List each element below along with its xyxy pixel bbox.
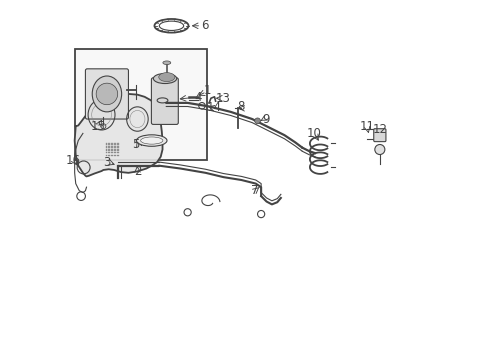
Ellipse shape xyxy=(159,73,175,82)
Bar xyxy=(111,146,113,148)
FancyBboxPatch shape xyxy=(151,78,178,125)
Bar xyxy=(117,143,119,145)
Bar xyxy=(105,143,107,145)
Bar xyxy=(105,149,107,150)
Bar xyxy=(108,149,110,150)
Text: 15: 15 xyxy=(91,120,105,133)
Text: 6: 6 xyxy=(201,19,209,32)
Bar xyxy=(105,154,107,156)
Ellipse shape xyxy=(141,137,163,144)
Bar xyxy=(117,154,119,156)
Text: 16: 16 xyxy=(65,154,80,167)
Ellipse shape xyxy=(92,76,122,112)
Bar xyxy=(117,146,119,148)
Text: 2: 2 xyxy=(134,165,141,177)
Text: 4: 4 xyxy=(194,91,201,104)
Text: 5: 5 xyxy=(132,138,139,150)
Bar xyxy=(108,146,110,148)
Ellipse shape xyxy=(163,61,171,64)
Circle shape xyxy=(255,118,260,124)
FancyBboxPatch shape xyxy=(85,69,128,119)
Bar xyxy=(108,143,110,145)
Text: 14: 14 xyxy=(207,101,222,114)
Bar xyxy=(114,152,116,153)
Bar xyxy=(111,149,113,150)
Bar xyxy=(117,149,119,150)
Text: 3: 3 xyxy=(103,156,111,168)
Text: 8: 8 xyxy=(237,100,245,113)
Bar xyxy=(114,154,116,156)
Text: 10: 10 xyxy=(307,127,322,140)
Text: 7: 7 xyxy=(251,184,259,197)
Bar xyxy=(105,152,107,153)
Bar xyxy=(111,143,113,145)
Bar xyxy=(111,154,113,156)
Ellipse shape xyxy=(137,135,167,146)
Bar xyxy=(114,143,116,145)
Text: 1: 1 xyxy=(204,84,211,97)
Bar xyxy=(108,152,110,153)
Text: 12: 12 xyxy=(373,123,388,136)
Circle shape xyxy=(96,83,118,105)
Bar xyxy=(114,146,116,148)
Bar xyxy=(117,152,119,153)
Bar xyxy=(114,149,116,150)
Text: 9: 9 xyxy=(262,113,270,126)
Polygon shape xyxy=(74,94,163,176)
Bar xyxy=(74,49,207,160)
Ellipse shape xyxy=(153,73,177,84)
Circle shape xyxy=(375,144,385,154)
Bar xyxy=(105,146,107,148)
Bar xyxy=(108,154,110,156)
FancyBboxPatch shape xyxy=(374,129,386,141)
Bar xyxy=(111,152,113,153)
Text: 11: 11 xyxy=(360,121,374,134)
Text: 13: 13 xyxy=(216,92,231,105)
